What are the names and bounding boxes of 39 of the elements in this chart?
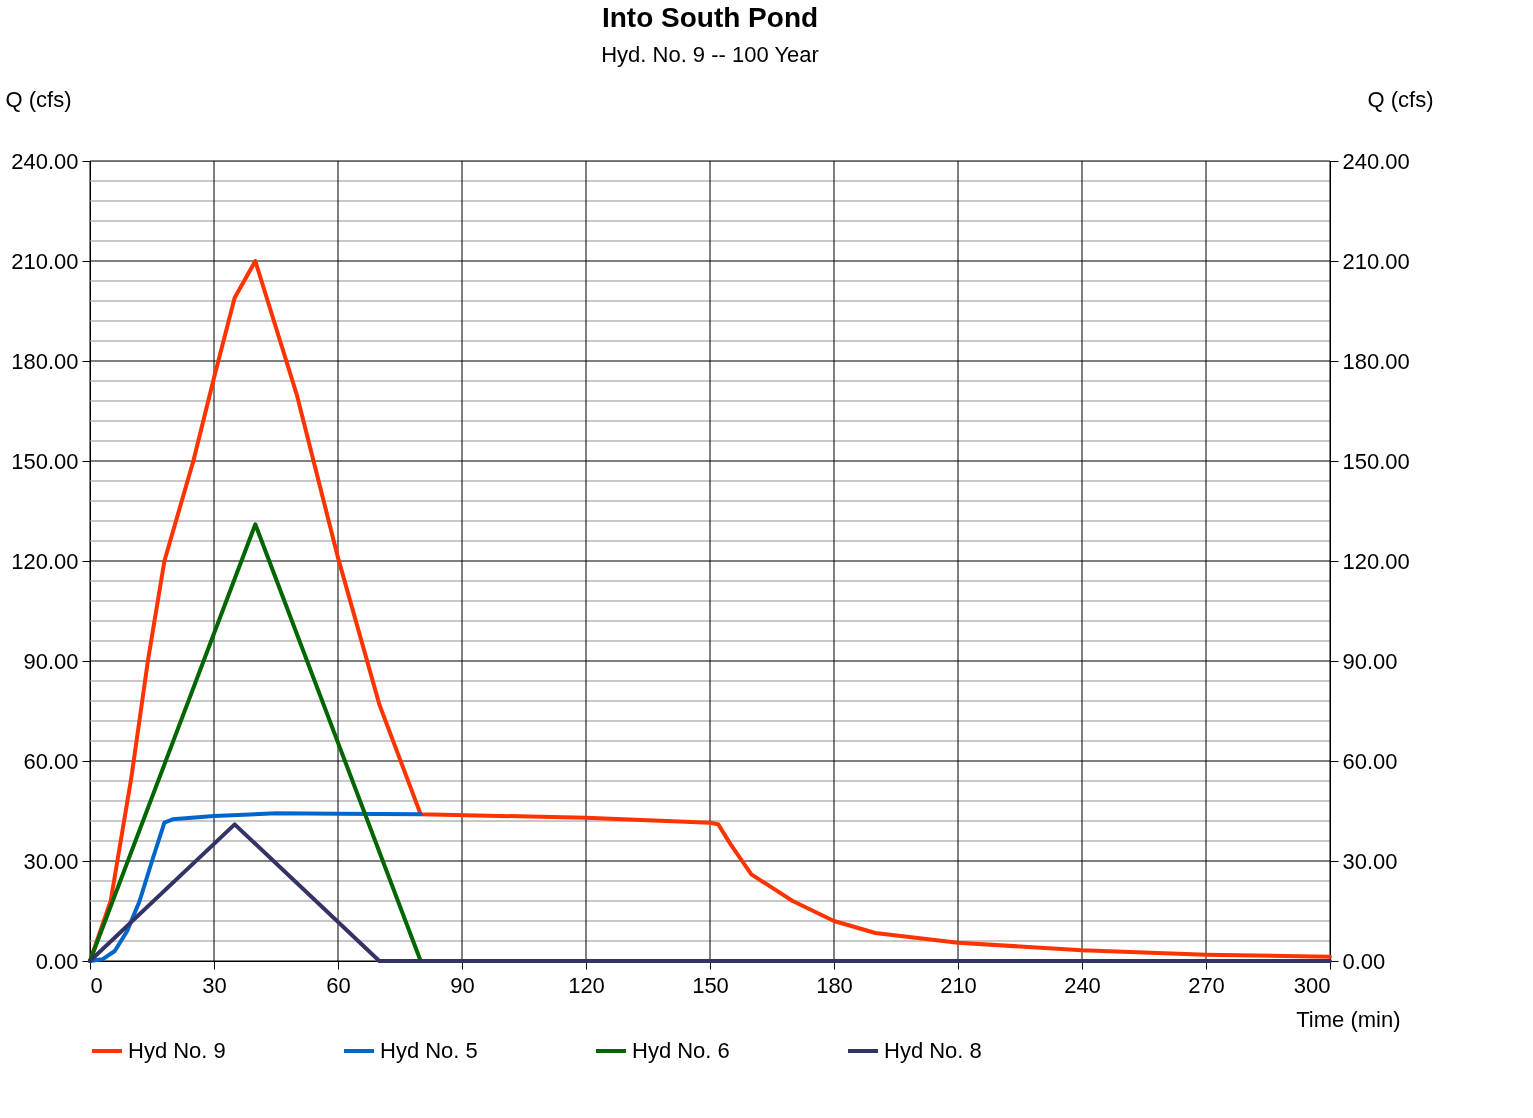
y2-tick-label: 150.00 bbox=[1342, 448, 1410, 474]
x-tick-label: 210 bbox=[940, 972, 977, 998]
x-axis-title: Time (min) bbox=[1296, 1006, 1401, 1032]
y-axis-title: Q (cfs) bbox=[5, 86, 72, 112]
x-tick-label: 30 bbox=[202, 972, 227, 998]
y-tick-label: 30.00 bbox=[23, 848, 79, 874]
legend-label: Hyd No. 6 bbox=[632, 1038, 730, 1063]
x-tick-label: 90 bbox=[450, 972, 475, 998]
x-tick-label: 120 bbox=[568, 972, 605, 998]
y-tick-label: 210.00 bbox=[11, 248, 79, 274]
y-tick-label: 0.00 bbox=[35, 948, 79, 974]
line-series bbox=[88, 811, 423, 963]
x-tick-label: 300 bbox=[1293, 972, 1331, 998]
x-tick-label: 240 bbox=[1064, 972, 1101, 998]
y-tick-label: 240.00 bbox=[11, 148, 79, 174]
y-tick-label: 90.00 bbox=[23, 648, 79, 674]
legend-label: Hyd No. 5 bbox=[380, 1038, 478, 1063]
x-tick-label: 270 bbox=[1188, 972, 1225, 998]
x-tick-label: 60 bbox=[326, 972, 351, 998]
y2-axis-title: Q (cfs) bbox=[1367, 86, 1434, 112]
y-tick-label: 120.00 bbox=[11, 548, 79, 574]
y2-tick-label: 210.00 bbox=[1342, 248, 1410, 274]
chart-subtitle: Hyd. No. 9 -- 100 Year bbox=[601, 42, 819, 67]
y2-tick-label: 90.00 bbox=[1342, 648, 1398, 674]
chart-title: Into South Pond bbox=[601, 2, 819, 33]
y2-tick-label: 30.00 bbox=[1342, 848, 1398, 874]
x-tick-label: 150 bbox=[692, 972, 729, 998]
x-tick-label: 180 bbox=[816, 972, 853, 998]
y2-tick-label: 60.00 bbox=[1342, 748, 1398, 774]
legend-label: Hyd No. 9 bbox=[128, 1038, 226, 1063]
y2-tick-label: 180.00 bbox=[1342, 348, 1410, 374]
y-tick-label: 60.00 bbox=[23, 748, 79, 774]
legend-label: Hyd No. 8 bbox=[884, 1038, 982, 1063]
y-tick-label: 180.00 bbox=[11, 348, 79, 374]
x-tick-label: 0 bbox=[90, 972, 103, 998]
y-tick-label: 150.00 bbox=[11, 448, 79, 474]
y2-tick-label: 240.00 bbox=[1342, 148, 1410, 174]
y2-tick-label: 0.00 bbox=[1342, 948, 1386, 974]
y2-tick-label: 120.00 bbox=[1342, 548, 1410, 574]
